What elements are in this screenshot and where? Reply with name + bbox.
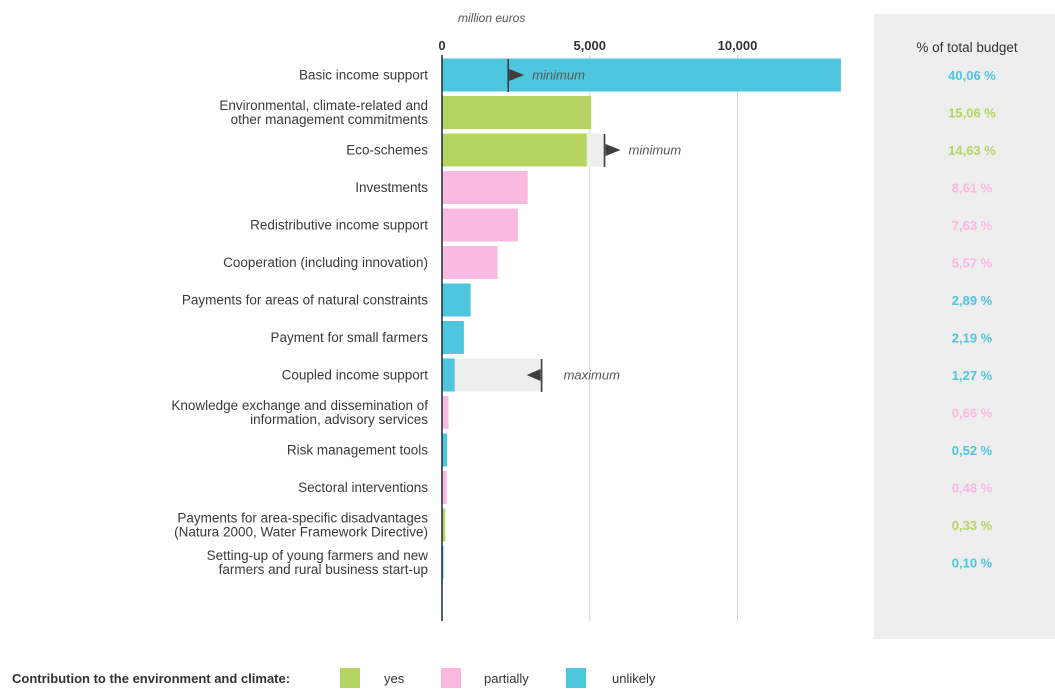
percent-header: % of total budget xyxy=(916,40,1018,55)
percent-labels: 40,06 % 15,06 % 14,63 % 8,61 % 7,63 % 5,57 % 2… xyxy=(948,68,996,571)
percent-label-cooperation-including-innovation: 5,57 % xyxy=(952,256,993,271)
bar-payments-for-areas-of-natural-constraints xyxy=(442,283,471,317)
legend: Contribution to the environment and clim… xyxy=(12,668,656,688)
category-label-setting-up-of-young-farmers-and-new-farmers-and-rural-business-start-up: Setting-up of young farmers and new farme… xyxy=(207,548,429,577)
category-label-payments-for-area-specific-disadvantages-natura-2000-water-framework-directive: Payments for area-specific disadvantages… xyxy=(174,511,428,540)
category-label-risk-management-tools: Risk management tools xyxy=(287,443,428,458)
legend-items: yes partially unlikely xyxy=(340,668,656,688)
threshold-markers: minimum minimum maximum xyxy=(507,59,682,392)
percent-label-redistributive-income-support: 7,63 % xyxy=(952,218,993,233)
percent-label-payment-for-small-farmers: 2,19 % xyxy=(952,331,993,346)
unit-label: million euros xyxy=(458,11,525,25)
threshold-marker-minimum-0: minimum xyxy=(507,59,585,92)
bar-knowledge-exchange-and-dissemination-of-information-advisory-services xyxy=(442,396,449,429)
threshold-marker-maximum-8: maximum xyxy=(526,359,621,392)
category-label-coupled-income-support: Coupled income support xyxy=(282,368,429,383)
percent-label-basic-income-support: 40,06 % xyxy=(948,68,996,83)
category-label-payments-for-areas-of-natural-constraints: Payments for areas of natural constraint… xyxy=(182,293,428,308)
category-label-cooperation-including-innovation: Cooperation (including innovation) xyxy=(223,255,428,270)
gridlines xyxy=(589,55,738,621)
bar-payment-for-small-farmers xyxy=(442,321,464,354)
legend-label-unlikely: unlikely xyxy=(612,671,656,686)
x-tick-label-0: 0 xyxy=(438,38,445,53)
x-tick-label-5-000: 5,000 xyxy=(573,38,606,53)
category-labels: Basic income support Environmental, clima… xyxy=(171,68,428,578)
bar-risk-management-tools xyxy=(442,433,448,467)
bar-redistributive-income-support xyxy=(442,208,518,242)
bar-cooperation-including-innovation xyxy=(442,246,498,279)
bars xyxy=(442,58,841,579)
legend-label-partially: partially xyxy=(484,671,529,686)
percent-label-setting-up-of-young-farmers-and-new-farmers-and-rural-business-start-up: 0,10 % xyxy=(952,556,993,571)
category-label-knowledge-exchange-and-dissemination-of-information-advisory-services: Knowledge exchange and dissemination of i… xyxy=(171,398,428,427)
category-label-environmental-climate-related-and-other-management-commitments: Environmental, climate-related and other … xyxy=(219,98,428,127)
bar-eco-schemes xyxy=(442,133,587,167)
percent-label-knowledge-exchange-and-dissemination-of-information-advisory-services: 0,66 % xyxy=(952,406,993,421)
category-label-eco-schemes: Eco-schemes xyxy=(346,143,428,158)
legend-label-yes: yes xyxy=(384,671,405,686)
bar-coupled-income-support xyxy=(442,358,455,392)
percent-label-eco-schemes: 14,63 % xyxy=(948,143,996,158)
category-label-payment-for-small-farmers: Payment for small farmers xyxy=(270,330,428,345)
legend-swatch-unlikely xyxy=(566,668,586,688)
threshold-label-minimum: minimum xyxy=(532,68,585,83)
category-label-sectoral-interventions: Sectoral interventions xyxy=(298,480,428,495)
percent-label-sectoral-interventions: 0,48 % xyxy=(952,481,993,496)
bar-payments-for-area-specific-disadvantages-natura-2000-water-framework-directive xyxy=(442,508,446,542)
threshold-label-maximum: maximum xyxy=(564,368,621,383)
category-label-basic-income-support: Basic income support xyxy=(299,68,428,83)
legend-swatch-partially xyxy=(441,668,461,688)
percent-panel xyxy=(874,14,1055,639)
percent-label-investments: 8,61 % xyxy=(952,181,993,196)
legend-swatch-yes xyxy=(340,668,360,688)
x-tick-label-10-000: 10,000 xyxy=(718,38,758,53)
x-tick-labels: 0 5,000 10,000 xyxy=(438,38,757,53)
percent-label-payments-for-areas-of-natural-constraints: 2,89 % xyxy=(952,293,993,308)
percent-label-environmental-climate-related-and-other-management-commitments: 15,06 % xyxy=(948,106,996,121)
bar-basic-income-support xyxy=(442,58,841,92)
legend-title: Contribution to the environment and clim… xyxy=(12,671,290,686)
threshold-label-minimum: minimum xyxy=(629,143,682,158)
percent-label-coupled-income-support: 1,27 % xyxy=(952,368,993,383)
threshold-marker-minimum-2: minimum xyxy=(603,134,682,167)
percent-label-risk-management-tools: 0,52 % xyxy=(952,443,993,458)
category-label-investments: Investments xyxy=(355,180,428,195)
percent-label-payments-for-area-specific-disadvantages-natura-2000-water-framework-directive: 0,33 % xyxy=(952,518,993,533)
bar-investments xyxy=(442,171,528,204)
bar-sectoral-interventions xyxy=(442,471,447,504)
category-label-redistributive-income-support: Redistributive income support xyxy=(250,218,428,233)
bar-environmental-climate-related-and-other-management-commitments xyxy=(442,96,592,129)
threshold-gap-minimum xyxy=(586,133,605,167)
